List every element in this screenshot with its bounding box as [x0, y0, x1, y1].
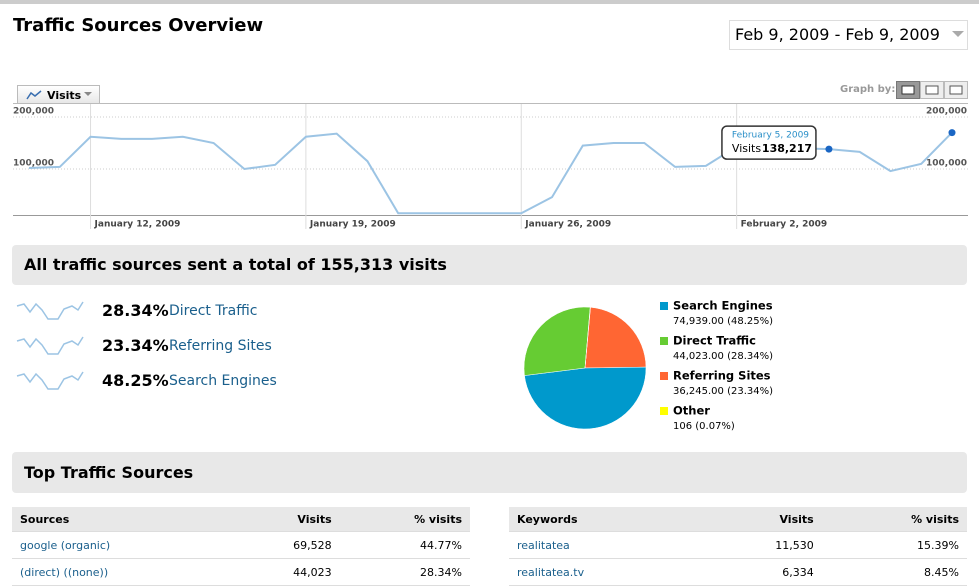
date-range: Feb 9, 2009 - Feb 9, 2009	[735, 25, 940, 44]
tooltip	[721, 125, 817, 160]
pie-chart: Search Engines 74,939.00 (48.25%) Direct T…	[523, 299, 773, 432]
section-title: Top Traffic Sources	[24, 463, 194, 482]
cell: 69,528	[228, 531, 340, 559]
sparkline	[16, 371, 84, 390]
pie-slice	[584, 306, 647, 369]
x-tick-label: February 2, 2009	[741, 220, 828, 230]
link-cell[interactable]: google (organic)	[12, 531, 229, 559]
source-link[interactable]: Referring Sites	[169, 338, 272, 354]
cell: 44,023	[228, 558, 340, 586]
pie-slice	[524, 366, 647, 430]
cell: 28.34%	[339, 558, 470, 586]
percent: 28.34%	[102, 301, 169, 320]
y-tick-label: 100,000	[13, 159, 54, 169]
tooltip-date: February 5, 2009	[732, 131, 809, 141]
legend-swatch	[660, 372, 668, 380]
summary-banner: All traffic sources sent a total of 155,…	[12, 245, 967, 285]
header-cell: % visits	[339, 507, 470, 532]
summary-title: All traffic sources sent a total of 155,…	[24, 255, 447, 274]
top-bar	[0, 0, 979, 4]
legend-value: 106 (0.07%)	[673, 421, 735, 432]
link-cell[interactable]: realitatea	[509, 531, 698, 559]
x-tick-label: January 12, 2009	[94, 220, 181, 230]
header-row: Keywords Visits% visits	[509, 507, 967, 532]
sparkline	[16, 336, 84, 355]
table-row: google (organic) 69,528 44.77%	[12, 531, 470, 559]
header-cell: Visits	[228, 507, 340, 532]
pie-slice	[523, 306, 591, 376]
link-cell[interactable]: realitatea.tv	[509, 558, 698, 586]
dropdown-arrow	[952, 31, 964, 43]
dropdown-arrow	[84, 92, 92, 100]
cell: 6,334	[697, 558, 822, 586]
y-tick-label: 200,000	[926, 107, 967, 117]
header-row: Sources Visits% visits	[12, 507, 470, 532]
metric-name: Visits	[47, 89, 82, 102]
cell: 11,530	[697, 531, 822, 559]
point	[825, 145, 833, 153]
x-tick-label: January 26, 2009	[524, 220, 611, 230]
pie-slice	[584, 306, 591, 369]
graph-by-label: Graph by:	[840, 84, 896, 95]
cell: 15.39%	[821, 531, 967, 559]
source-link[interactable]: Direct Traffic	[169, 303, 258, 319]
table-row: (direct) ((none)) 44,023 28.34%	[12, 558, 470, 586]
source-link[interactable]: Search Engines	[169, 373, 277, 389]
percent: 48.25%	[102, 371, 169, 390]
header-cell: % visits	[821, 507, 967, 532]
header-cell: Keywords	[509, 507, 698, 532]
table-row: realitatea.tv 6,334 8.45%	[509, 558, 967, 586]
legend-value: 74,939.00 (48.25%)	[673, 316, 773, 327]
legend-swatch	[660, 302, 668, 310]
y-tick-label: 100,000	[926, 159, 967, 169]
legend-label: Referring Sites	[673, 369, 771, 383]
legend-label: Direct Traffic	[673, 334, 756, 348]
cell: 44.77%	[339, 531, 470, 559]
line-icon	[26, 90, 42, 100]
percent: 23.34%	[102, 336, 169, 355]
page-title: Traffic Sources Overview	[13, 15, 264, 36]
x-tick-label: January 19, 2009	[309, 220, 396, 230]
header-cell: Sources	[12, 507, 229, 532]
point	[948, 129, 956, 137]
tooltip-value: 138,217	[762, 142, 812, 155]
top-sources-banner: Top Traffic Sources	[12, 452, 967, 493]
graph-by-buttons[interactable]	[896, 81, 968, 100]
metric-tab[interactable]: Visits	[17, 85, 100, 104]
link-cell[interactable]: (direct) ((none))	[12, 558, 229, 586]
legend-label: Search Engines	[673, 299, 773, 313]
sparkline	[16, 301, 84, 320]
table-row: realitatea 11,530 15.39%	[509, 531, 967, 559]
legend-swatch	[660, 337, 668, 345]
y-tick-label: 200,000	[13, 107, 54, 117]
date-picker[interactable]: Feb 9, 2009 - Feb 9, 2009	[729, 20, 968, 50]
legend-value: 44,023.00 (28.34%)	[673, 351, 773, 362]
legend-swatch	[660, 407, 668, 415]
legend-value: 36,245.00 (23.34%)	[673, 386, 773, 397]
legend-label: Other	[673, 404, 710, 418]
cell: 8.45%	[821, 558, 967, 586]
header-cell: Visits	[697, 507, 822, 532]
keywords-table: Keywords Visits% visits realitatea 11,530 15…	[509, 507, 967, 586]
visits-chart: 100,000 100,000 200,000 200,000 January 12, …	[13, 103, 968, 230]
tooltip-label: Visits	[732, 142, 761, 155]
sources-table: Sources Visits% visits google (organic) 69,…	[12, 507, 470, 586]
